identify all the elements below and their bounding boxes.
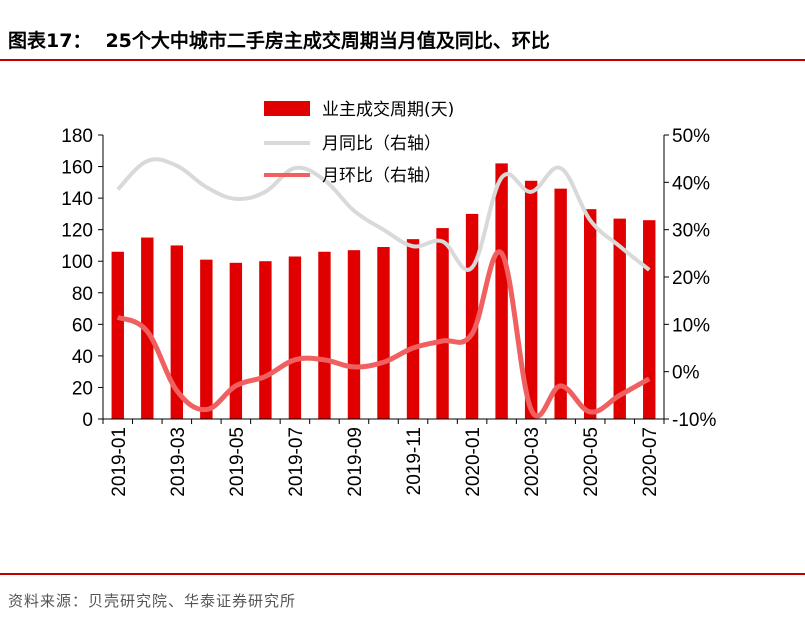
legend-swatch-bars bbox=[264, 101, 310, 116]
right-tick-label: 20% bbox=[672, 268, 710, 289]
x-tick-label: 2020-07 bbox=[640, 427, 661, 497]
x-tick-label: 2020-01 bbox=[463, 427, 484, 497]
figure-number: 图表17： bbox=[8, 30, 92, 52]
x-tick-label: 2020-05 bbox=[581, 427, 602, 497]
left-tick-label: 160 bbox=[61, 158, 93, 179]
source-divider bbox=[0, 573, 805, 575]
bar-2020-04 bbox=[554, 188, 567, 419]
right-tick-label: 40% bbox=[672, 173, 710, 194]
left-tick-label: 60 bbox=[72, 315, 93, 336]
legend-label-mom: 月环比（右轴） bbox=[322, 166, 441, 186]
left-tick-label: 120 bbox=[61, 221, 93, 242]
x-tick-label: 2019-01 bbox=[109, 427, 130, 497]
bar-2020-02 bbox=[495, 163, 508, 419]
bar-2020-05 bbox=[583, 209, 597, 419]
bar-2020-06 bbox=[613, 218, 626, 419]
chart-area: 0 20 40 60 80 100 120 140 160 180 -10% 0% 10% 20% 30% 4… bbox=[61, 100, 716, 497]
right-tick-label: 30% bbox=[672, 221, 710, 242]
right-tick-label: 50% bbox=[672, 126, 710, 147]
right-tick-label: 10% bbox=[672, 315, 710, 336]
bar-2019-08 bbox=[318, 251, 331, 419]
right-tick-label: -10% bbox=[672, 410, 716, 431]
bar-2019-03 bbox=[170, 245, 184, 419]
bar-2019-05 bbox=[229, 262, 243, 419]
x-tick-label: 2019-11 bbox=[404, 427, 425, 495]
bar-2019-10 bbox=[377, 247, 390, 419]
x-tick-label: 2019-05 bbox=[227, 427, 248, 497]
x-tick-label: 2019-09 bbox=[345, 427, 366, 497]
bar-2019-04 bbox=[200, 259, 213, 419]
left-tick-label: 180 bbox=[61, 126, 93, 147]
left-tick-label: 0 bbox=[82, 410, 93, 431]
yoy-line bbox=[116, 157, 651, 272]
bar-2019-09 bbox=[347, 250, 361, 419]
legend-label-yoy: 月同比（右轴） bbox=[322, 134, 441, 154]
right-tick-label: 0% bbox=[672, 363, 700, 384]
bar-2019-06 bbox=[259, 261, 272, 419]
x-tick-label: 2020-03 bbox=[522, 427, 543, 497]
bar-2019-11 bbox=[406, 239, 420, 419]
figure-title: 图表17： 25个大中城市二手房主成交周期当月值及同比、环比 bbox=[8, 26, 550, 53]
legend-label-bars: 业主成交周期(天) bbox=[322, 100, 454, 120]
bar-2019-07 bbox=[288, 256, 302, 419]
chart-legend: 业主成交周期(天) 月同比（右轴） 月环比（右轴） bbox=[264, 100, 454, 186]
left-tick-label: 20 bbox=[72, 378, 93, 399]
bar-2020-07 bbox=[643, 220, 656, 419]
left-tick-label: 80 bbox=[72, 284, 93, 305]
left-tick-label: 40 bbox=[72, 347, 93, 368]
x-tick-label: 2019-03 bbox=[168, 427, 189, 497]
bar-2019-01 bbox=[111, 251, 124, 419]
left-tick-label: 140 bbox=[61, 189, 93, 210]
mom-line bbox=[116, 249, 651, 419]
x-tick-label: 2019-07 bbox=[286, 427, 307, 497]
bar-2020-03 bbox=[524, 180, 538, 419]
bar-2019-12 bbox=[436, 228, 449, 419]
source-note: 资料来源：贝壳研究院、华泰证券研究所 bbox=[8, 592, 297, 610]
left-tick-label: 100 bbox=[61, 252, 93, 273]
figure-title-text: 25个大中城市二手房主成交周期当月值及同比、环比 bbox=[105, 30, 550, 52]
title-divider bbox=[0, 59, 805, 61]
